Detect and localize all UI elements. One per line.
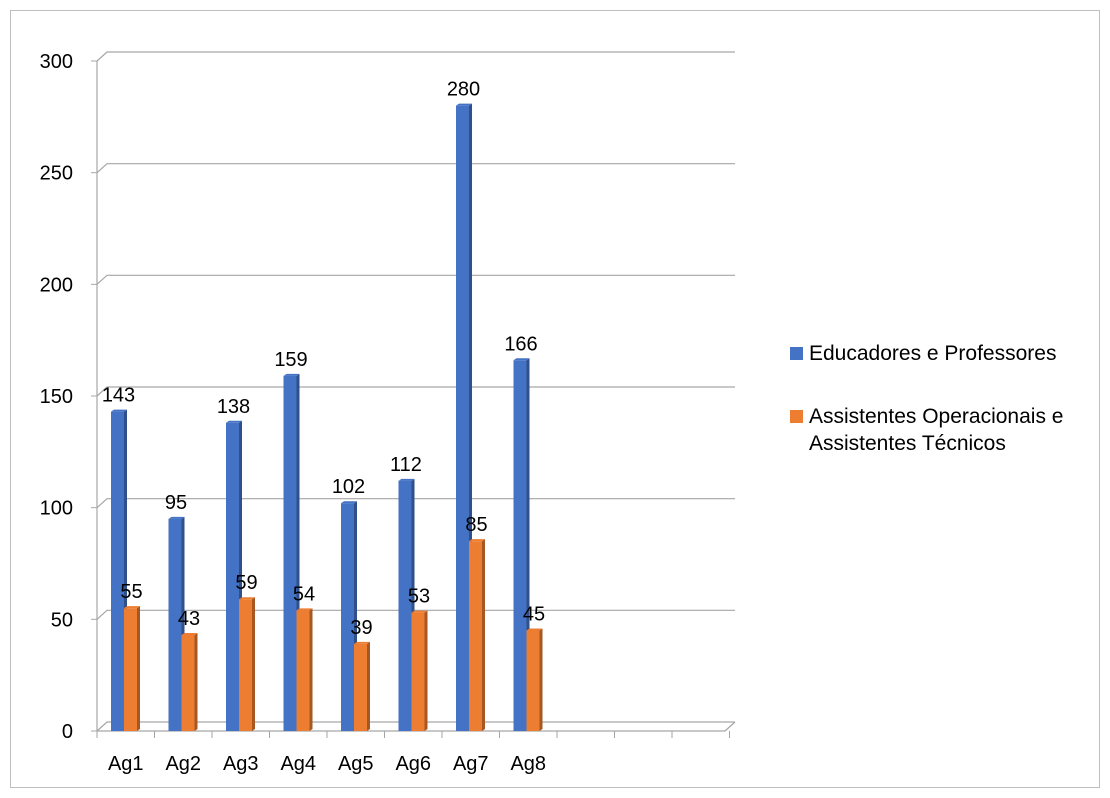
legend-label-assistentes-line2: Assistentes Técnicos <box>809 432 1006 455</box>
legend-label-assistentes: Assistentes Operacionais e Assistentes T… <box>809 403 1063 457</box>
bar-side <box>309 608 313 731</box>
data-label: 143 <box>102 385 135 407</box>
data-label: 54 <box>293 583 315 605</box>
y-tick-label: 0 <box>62 721 73 743</box>
data-label: 59 <box>235 572 257 594</box>
bar-top <box>469 539 485 542</box>
bar <box>341 503 354 731</box>
data-label: 102 <box>332 476 365 498</box>
data-label: 53 <box>408 586 430 608</box>
legend-label-educadores: Educadores e Professores <box>809 342 1057 365</box>
x-tick-label: Ag4 <box>280 753 316 775</box>
bar <box>239 599 252 731</box>
legend-swatch-orange <box>790 410 803 423</box>
data-label: 39 <box>350 617 372 639</box>
bar <box>111 411 124 731</box>
data-label: 95 <box>165 492 187 514</box>
bar-top <box>168 516 185 519</box>
x-tick-label: Ag1 <box>108 753 144 775</box>
data-label: 112 <box>390 454 422 476</box>
x-tick-label: Ag8 <box>510 753 546 775</box>
y-tick-label: 50 <box>51 609 73 631</box>
bar <box>226 422 239 731</box>
bar-top <box>181 632 198 635</box>
gridline <box>96 274 735 285</box>
bar <box>411 612 425 731</box>
bar-top <box>354 641 370 644</box>
data-label: 280 <box>447 79 480 101</box>
bar-top <box>526 628 543 631</box>
bar-side <box>252 597 255 731</box>
bar-top <box>239 597 255 600</box>
x-tick-label: Ag3 <box>223 753 259 775</box>
bar-top <box>513 358 530 361</box>
y-tick-label: 150 <box>40 386 73 408</box>
bar <box>456 105 469 731</box>
y-tick-label: 250 <box>40 163 73 185</box>
bar-side <box>424 610 428 731</box>
bar-top <box>398 478 415 481</box>
x-tick-label: Ag6 <box>395 753 431 775</box>
bar <box>296 610 310 731</box>
bar <box>283 375 297 731</box>
gridline <box>96 163 735 174</box>
data-labels: 143 95 138 159 102 112 280 166 55 43 59 54 39 53 85 45 <box>102 79 545 639</box>
x-tick-label: Ag7 <box>453 753 489 775</box>
bar <box>181 634 195 731</box>
bar <box>469 541 482 731</box>
data-label: 55 <box>120 581 142 603</box>
data-label: 45 <box>523 604 545 626</box>
bar-side <box>539 628 543 731</box>
bar-side <box>137 606 140 731</box>
data-label: 85 <box>465 514 487 536</box>
legend-label-assistentes-line1: Assistentes Operacionais e <box>809 405 1064 428</box>
bar <box>526 630 540 731</box>
data-label: 43 <box>178 608 200 630</box>
data-label: 159 <box>274 349 307 371</box>
bar <box>124 608 137 731</box>
bar-top <box>124 606 140 609</box>
gridline <box>96 51 735 62</box>
legend-item-educadores: Educadores e Professores <box>790 340 1090 367</box>
y-tick-label: 300 <box>40 51 73 73</box>
bar <box>168 518 182 731</box>
bar <box>354 643 367 731</box>
bar-top <box>411 610 428 613</box>
bar <box>398 480 412 731</box>
axes: 0 50 100 150 200 250 300 Ag1 Ag2 Ag3 Ag4 Ag5 Ag6 Ag7 A… <box>40 51 730 775</box>
legend: Educadores e Professores Assistentes Ope… <box>790 340 1090 493</box>
legend-swatch-blue <box>790 347 803 360</box>
bars <box>111 103 543 731</box>
legend-item-assistentes: Assistentes Operacionais e Assistentes T… <box>790 403 1090 457</box>
x-tick-label: Ag2 <box>165 753 201 775</box>
bar-top <box>226 420 242 423</box>
x-axis-edge <box>724 721 736 732</box>
bar-top <box>341 501 357 504</box>
data-label: 166 <box>504 333 537 355</box>
y-tick-label: 100 <box>40 498 73 520</box>
data-label: 138 <box>217 396 250 418</box>
bar-top <box>111 409 127 412</box>
bar-top <box>456 103 472 106</box>
x-tick-label: Ag5 <box>338 753 374 775</box>
bar-top <box>283 373 300 376</box>
gridline <box>96 386 735 397</box>
y-tick-label: 200 <box>40 274 73 296</box>
bar-top <box>296 608 313 611</box>
gridline <box>96 498 735 509</box>
bar-side <box>482 539 485 731</box>
bar-side <box>194 632 198 731</box>
bar-side <box>367 641 370 731</box>
bar <box>513 360 527 731</box>
